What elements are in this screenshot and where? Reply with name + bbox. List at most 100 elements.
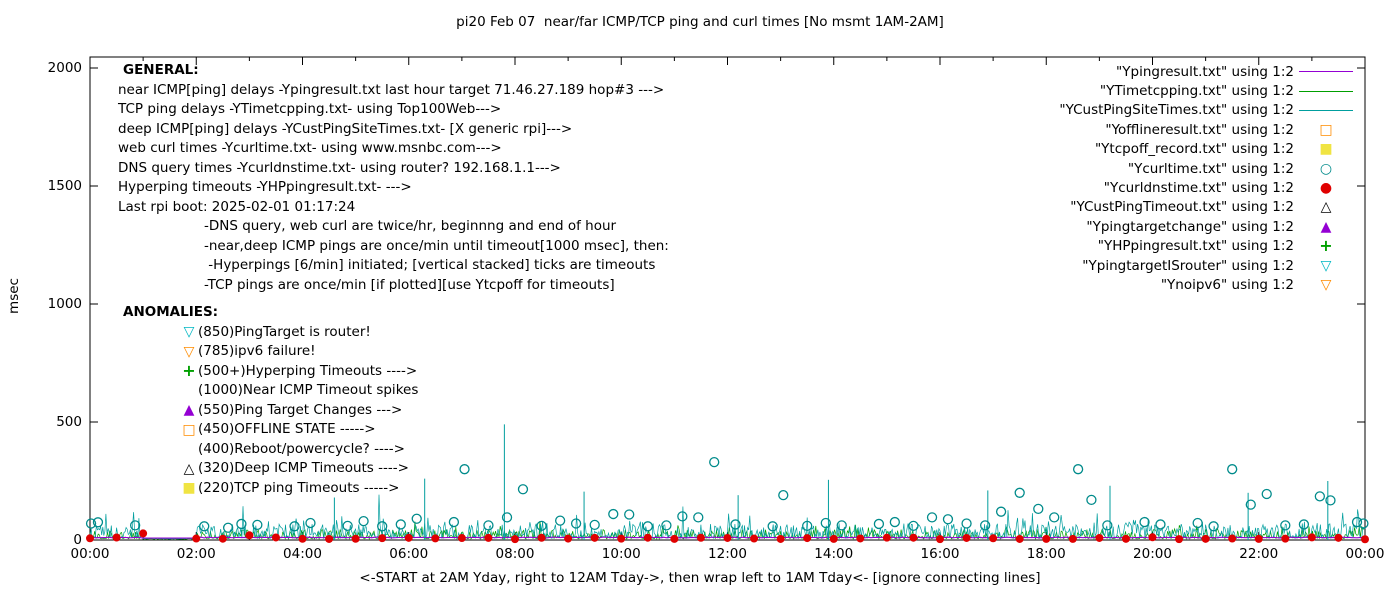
legend-label: "YCustPingSiteTimes.txt" using 1:2: [1059, 102, 1294, 119]
circle-filled-icon: ●: [1319, 180, 1333, 197]
anomaly-item: □ (450)OFFLINE STATE ----->: [180, 420, 418, 440]
note-line: deep ICMP[ping] delays -YCustPingSiteTim…: [118, 120, 573, 137]
anomaly-item: △ (320)Deep ICMP Timeouts ---->: [180, 459, 418, 479]
legend-label: "Ycurldnstime.txt" using 1:2: [1103, 180, 1294, 197]
triangle-up-open-icon: △: [1320, 199, 1332, 216]
anomaly-item: ▲ (550)Ping Target Changes --->: [180, 401, 418, 421]
square-open-icon: □: [182, 421, 196, 438]
y-tick-label: 1000: [48, 296, 82, 312]
anomaly-label: (1000)Near ICMP Timeout spikes: [198, 382, 419, 398]
note-line: Hyperping timeouts -YHPpingresult.txt- -…: [118, 179, 412, 195]
triangle-down-open-icon: ▽: [183, 343, 195, 360]
legend-item: "YTimetcpping.txt" using 1:2: [1059, 81, 1358, 100]
x-tick-label: 10:00: [602, 546, 641, 562]
anomaly-label: (320)Deep ICMP Timeouts ---->: [198, 460, 409, 476]
legend: "Ypingresult.txt" using 1:2 "YTimetcpping…: [1059, 62, 1358, 295]
plus-icon: +: [182, 361, 196, 381]
note-line: web curl times -Ycurltime.txt- using www…: [118, 140, 502, 156]
y-tick-label: 500: [56, 414, 82, 430]
note-line: Last rpi boot: 2025-02-01 01:17:24: [118, 198, 356, 215]
x-tick-label: 22:00: [1239, 546, 1278, 562]
legend-label: "Ytcpoff_record.txt" using 1:2: [1094, 141, 1294, 158]
note-line-indented: -Hyperpings [6/min] initiated; [vertical…: [204, 257, 656, 273]
triangle-up-filled-icon: ▲: [1320, 218, 1332, 235]
note-line: near ICMP[ping] delays -Ypingresult.txt …: [118, 81, 665, 98]
anomaly-label: (550)Ping Target Changes --->: [198, 401, 403, 418]
x-tick-label: 00:00: [1346, 546, 1385, 562]
chart-title: pi20 Feb 07 near/far ICMP/TCP ping and c…: [456, 14, 944, 30]
anomaly-label: (785)ipv6 failure!: [198, 343, 316, 359]
legend-label: "YCustPingTimeout.txt" using 1:2: [1070, 199, 1294, 216]
x-tick-label: 18:00: [1027, 546, 1066, 562]
anomaly-label: (220)TCP ping Timeouts ----->: [198, 479, 400, 496]
anomaly-label: (450)OFFLINE STATE ----->: [198, 421, 376, 437]
triangle-down-open-icon: ▽: [1320, 257, 1332, 274]
legend-item: "Ycurldnstime.txt" using 1:2 ●: [1059, 178, 1358, 197]
note-line-indented: -TCP pings are once/min [if plotted][use…: [204, 276, 615, 293]
note-line-indented: -near,deep ICMP pings are once/min until…: [204, 237, 669, 254]
general-heading: GENERAL:: [123, 62, 199, 78]
legend-item: "Ynoipv6" using 1:2 ▽: [1059, 275, 1358, 294]
general-notes: GENERAL: near ICMP[ping] delays -Ypingre…: [118, 61, 669, 295]
anomaly-items: ▽ (850)PingTarget is router! ▽ (785)ipv6 fa…: [180, 323, 418, 499]
legend-item: "Ypingtargetchange" using 1:2 ▲: [1059, 217, 1358, 236]
x-tick-label: 20:00: [1133, 546, 1172, 562]
y-tick-label: 1500: [48, 178, 82, 194]
x-axis-label: <-START at 2AM Yday, right to 12AM Tday-…: [359, 570, 1041, 586]
square-filled-icon: ■: [182, 480, 196, 497]
anomaly-label: (400)Reboot/powercycle? ---->: [198, 440, 405, 457]
legend-item: "Ytcpoff_record.txt" using 1:2 ■: [1059, 140, 1358, 159]
anomalies-notes: ANOMALIES: ▽ (850)PingTarget is router! ▽(…: [118, 303, 418, 498]
anomaly-item: ▽ (850)PingTarget is router!: [180, 323, 418, 343]
circle-open-icon: ○: [1319, 160, 1333, 177]
note-line-indented: -DNS query, web curl are twice/hr, begin…: [204, 218, 617, 234]
legend-label: "YpingtargetISrouter" using 1:2: [1082, 257, 1294, 274]
anomaly-item: (400)Reboot/powercycle? ---->: [180, 440, 418, 460]
legend-item: "YHPpingresult.txt" using 1:2 +: [1059, 237, 1358, 256]
x-tick-label: 16:00: [921, 546, 960, 562]
x-tick-label: 02:00: [177, 546, 216, 562]
triangle-down-open-icon: ▽: [1320, 276, 1332, 293]
anomalies-heading: ANOMALIES:: [123, 304, 219, 320]
x-tick-label: 06:00: [389, 546, 428, 562]
line-icon: [1294, 90, 1358, 92]
y-tick-label: 2000: [48, 60, 82, 76]
legend-item: "Ycurltime.txt" using 1:2 ○: [1059, 159, 1358, 178]
plus-icon: +: [1319, 236, 1333, 256]
legend-label: "Ycurltime.txt" using 1:2: [1127, 160, 1294, 177]
triangle-up-open-icon: △: [183, 460, 195, 477]
anomaly-label: (500+)Hyperping Timeouts ---->: [198, 362, 418, 379]
square-open-icon: □: [1319, 121, 1333, 138]
legend-item: "YpingtargetISrouter" using 1:2 ▽: [1059, 256, 1358, 275]
x-tick-label: 14:00: [814, 546, 853, 562]
legend-item: "Yofflineresult.txt" using 1:2 □: [1059, 120, 1358, 139]
legend-label: "Yofflineresult.txt" using 1:2: [1105, 121, 1294, 138]
triangle-down-open-icon: ▽: [183, 324, 195, 341]
anomaly-item: ▽ (785)ipv6 failure!: [180, 342, 418, 362]
legend-item: "YCustPingTimeout.txt" using 1:2 △: [1059, 198, 1358, 217]
note-line: TCP ping delays -YTimetcpping.txt- using…: [118, 101, 502, 117]
note-line: DNS query times -Ycurldnstime.txt- using…: [118, 159, 561, 176]
legend-label: "Ypingresult.txt" using 1:2: [1116, 63, 1294, 80]
anomaly-label: (850)PingTarget is router!: [198, 323, 371, 340]
legend-item: "Ypingresult.txt" using 1:2: [1059, 62, 1358, 81]
legend-label: "YHPpingresult.txt" using 1:2: [1097, 238, 1294, 255]
legend-label: "Ynoipv6" using 1:2: [1160, 276, 1294, 293]
line-icon: [1294, 109, 1358, 111]
legend-item: "YCustPingSiteTimes.txt" using 1:2: [1059, 101, 1358, 120]
triangle-up-filled-icon: ▲: [183, 402, 195, 419]
x-tick-label: 12:00: [708, 546, 747, 562]
x-tick-label: 00:00: [71, 546, 110, 562]
y-tick-label: 0: [73, 532, 82, 548]
anomaly-item: + (500+)Hyperping Timeouts ---->: [180, 362, 418, 382]
anomaly-item: ■ (220)TCP ping Timeouts ----->: [180, 479, 418, 499]
legend-label: "YTimetcpping.txt" using 1:2: [1099, 83, 1294, 100]
general-lines: near ICMP[ping] delays -Ypingresult.txt …: [118, 81, 669, 296]
legend-label: "Ypingtargetchange" using 1:2: [1086, 218, 1294, 235]
x-tick-label: 08:00: [496, 546, 535, 562]
line-icon: [1294, 71, 1358, 73]
anomaly-item: (1000)Near ICMP Timeout spikes: [180, 381, 418, 401]
x-tick-label: 04:00: [283, 546, 322, 562]
